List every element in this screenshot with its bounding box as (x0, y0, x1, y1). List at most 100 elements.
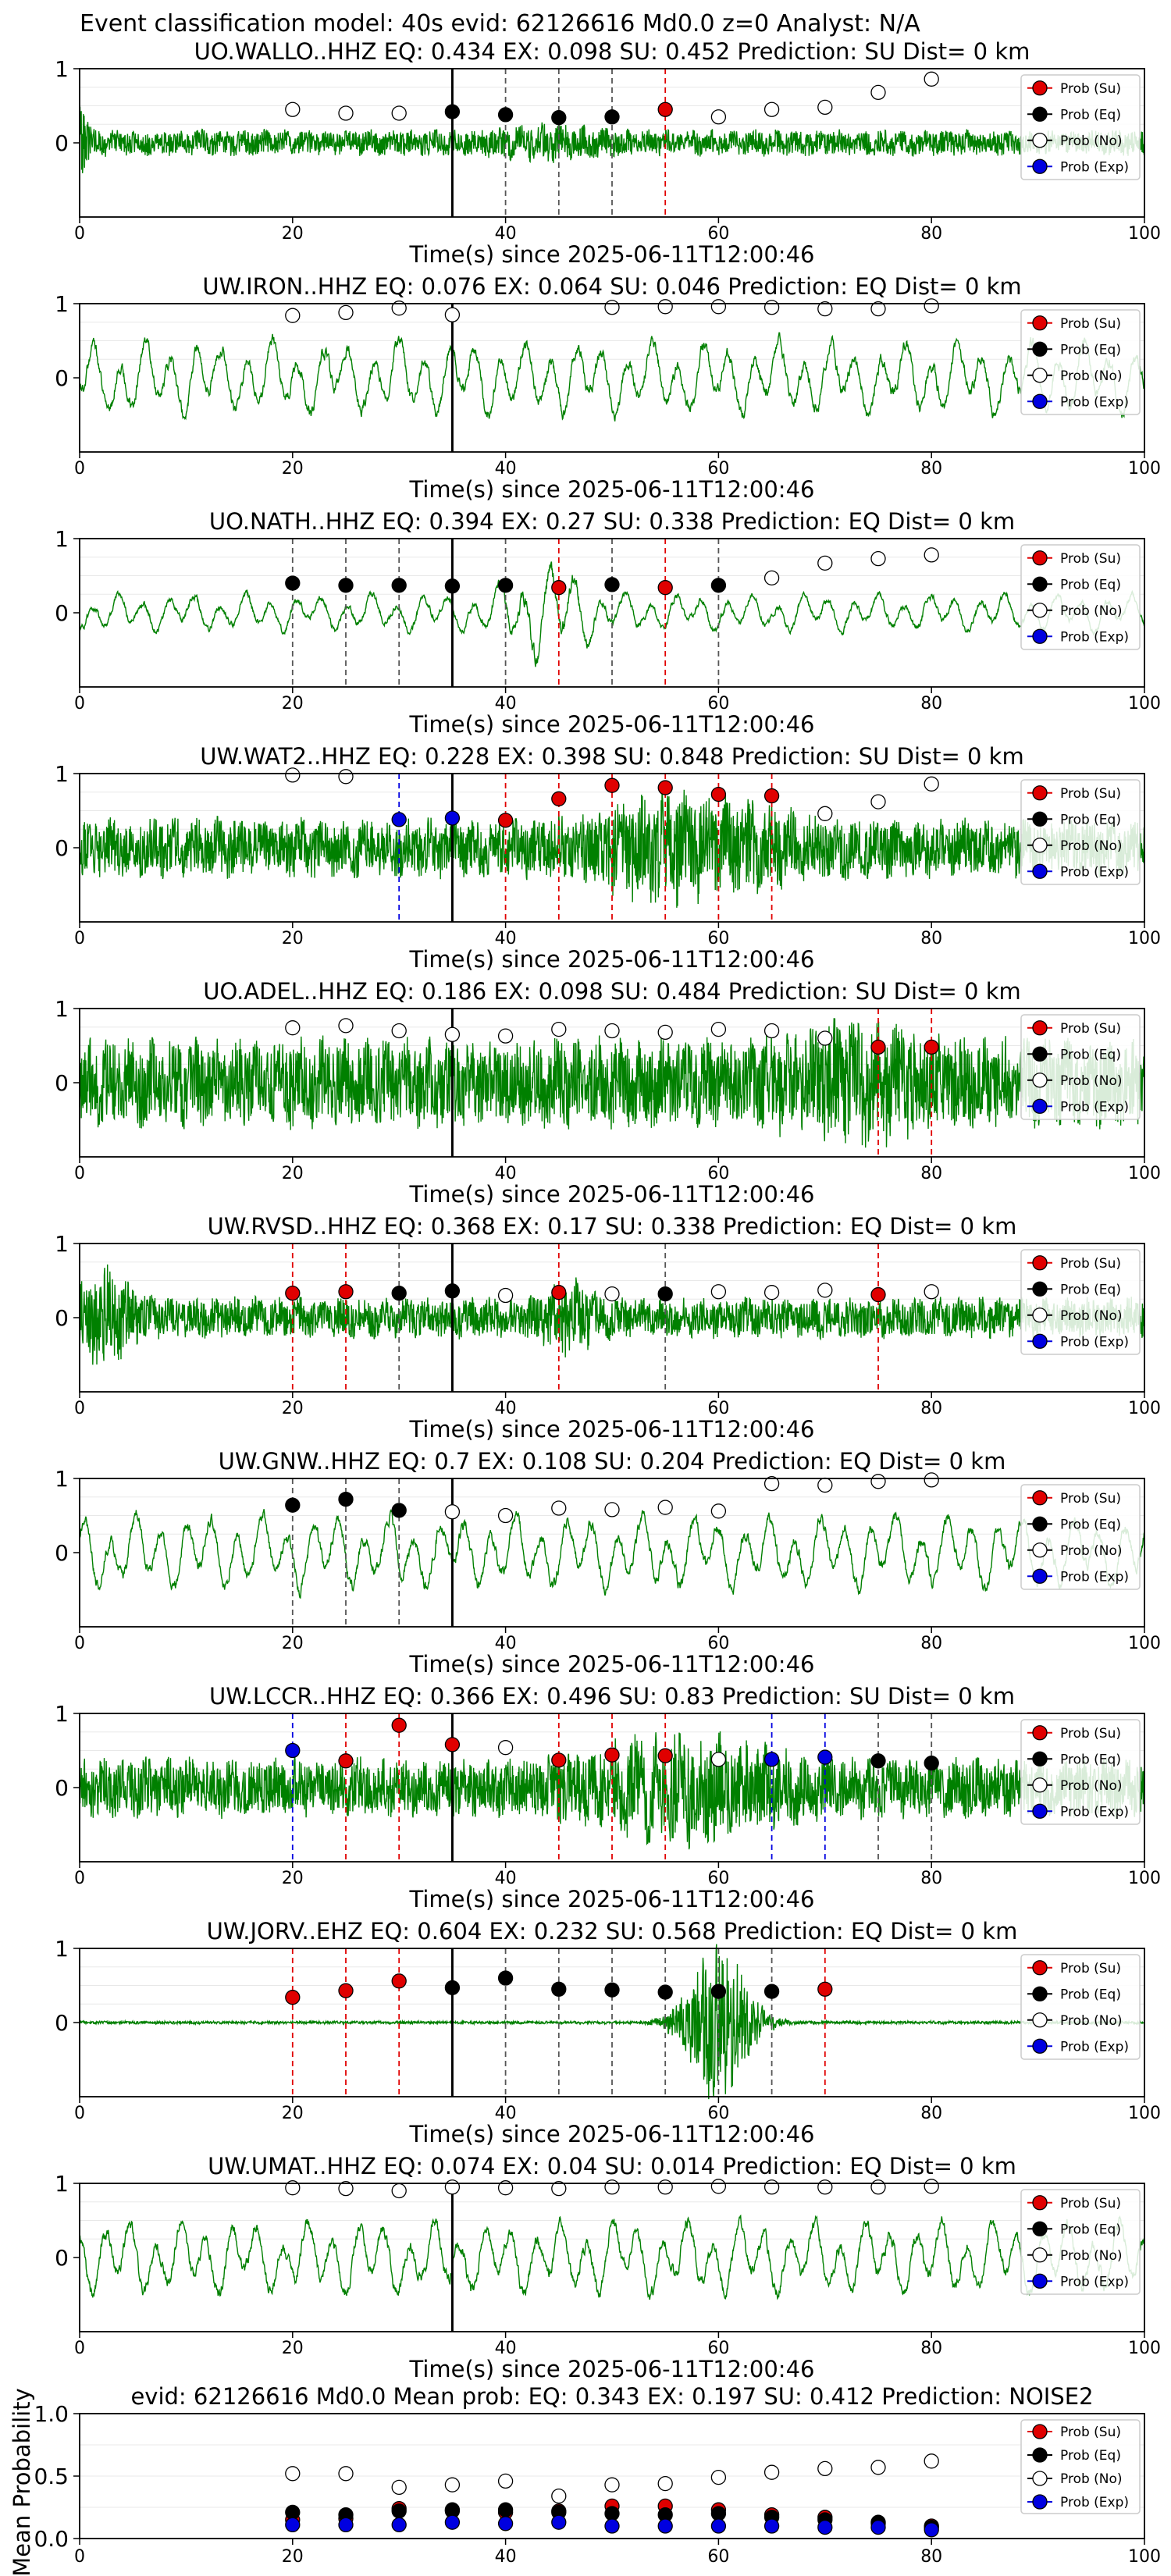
panel-title: UW.RVSD..HHZ EQ: 0.368 EX: 0.17 SU: 0.33… (208, 1213, 1017, 1240)
prob-marker-no (444, 307, 461, 322)
legend-marker (1032, 393, 1048, 409)
x-tick-label: 80 (920, 1164, 942, 1183)
legend-label: Prob (Eq) (1060, 1752, 1121, 1767)
axes-frame (79, 538, 1145, 688)
legend-marker (1032, 2247, 1048, 2263)
x-tick-label: 80 (920, 2339, 942, 2358)
legend-marker (1032, 315, 1048, 331)
y-tick-label: 0 (55, 1070, 69, 1096)
legend-marker (1032, 1725, 1048, 1741)
y-tick-label: 1 (55, 291, 69, 317)
prob-marker-eq (710, 1984, 727, 1999)
prob-marker-no (817, 301, 833, 317)
y-tick-label: 0.0 (34, 2526, 69, 2552)
legend-marker (1032, 80, 1048, 96)
prob-marker-eq (604, 577, 620, 592)
y-tick-label: 1 (55, 1466, 69, 1492)
y-tick-label: 1 (55, 1701, 69, 1727)
prob-marker-no (551, 1500, 567, 1516)
prob-marker-no (285, 2180, 301, 2196)
mean-prob-marker-no (391, 2479, 407, 2496)
prob-marker-su (817, 1981, 833, 1997)
x-tick-label: 60 (707, 1399, 729, 1418)
prob-marker-eq (444, 1980, 461, 1996)
x-tick-label: 60 (707, 1634, 729, 1653)
x-tick-label: 60 (707, 1164, 729, 1183)
y-tick-label: 1 (55, 1231, 69, 1257)
prob-marker-no (763, 1285, 780, 1300)
station-panel-8: UW.LCCR..HHZ EQ: 0.366 EX: 0.496 SU: 0.8… (55, 1683, 1161, 1912)
prob-marker-eq (763, 1984, 780, 1999)
legend-marker (1032, 1020, 1048, 1036)
legend-marker (1032, 1255, 1048, 1271)
mean-prob-marker-eq (391, 2503, 407, 2519)
prob-marker-no (497, 2180, 514, 2196)
prob-marker-no (604, 1286, 620, 1302)
prob-marker-no (391, 105, 407, 121)
prob-marker-no (763, 570, 780, 585)
mean-prob-marker-no (551, 2488, 567, 2504)
prob-marker-no (444, 2179, 461, 2195)
x-tick-label: 80 (920, 694, 942, 713)
x-tick-label: 40 (495, 2339, 517, 2358)
x-tick-label: 100 (1128, 459, 1161, 479)
legend-label: Prob (Su) (1060, 1021, 1121, 1037)
prob-marker-no (763, 300, 780, 315)
waveform-trace (79, 1944, 1145, 2100)
panel-title: evid: 62126616 Md0.0 Mean prob: EQ: 0.34… (130, 2383, 1093, 2410)
prob-marker-no (391, 2183, 407, 2199)
prob-marker-eq (338, 1491, 354, 1507)
mean-prob-marker-no (444, 2477, 461, 2492)
prob-marker-no (870, 1474, 886, 1489)
legend-label: Prob (Exp) (1060, 1804, 1129, 1820)
legend-label: Prob (Exp) (1060, 1569, 1129, 1585)
mean-prob-marker-no (710, 2469, 727, 2485)
y-tick-label: 0 (55, 365, 69, 391)
legend-label: Prob (Su) (1060, 551, 1121, 567)
prob-marker-no (497, 1740, 514, 1756)
x-tick-label: 100 (1128, 2339, 1161, 2358)
legend-label: Prob (Su) (1060, 316, 1121, 332)
x-tick-label: 20 (282, 1634, 304, 1653)
y-tick-label: 0 (55, 1540, 69, 1566)
y-tick-label: 1 (55, 526, 69, 552)
x-tick-label: 80 (920, 1399, 942, 1418)
prob-marker-no (710, 1284, 727, 1300)
legend-label: Prob (Eq) (1060, 1282, 1121, 1297)
legend-label: Prob (Su) (1060, 1726, 1121, 1742)
x-tick-label: 100 (1128, 2104, 1161, 2123)
prob-marker-no (391, 301, 407, 316)
x-tick-label: 20 (282, 2547, 304, 2567)
x-tick-label: 60 (707, 2339, 729, 2358)
legend-box (1020, 309, 1141, 415)
legend-label: Prob (Exp) (1060, 394, 1129, 410)
prob-marker-no (817, 1477, 833, 1493)
legend-box (1020, 1249, 1141, 1355)
legend-marker (1032, 785, 1048, 801)
prob-marker-eq (444, 104, 461, 119)
prob-marker-no (817, 1030, 833, 1046)
prob-marker-no (924, 71, 939, 87)
prob-marker-su (338, 1284, 354, 1300)
prob-marker-no (870, 2179, 886, 2195)
x-tick-label: 20 (282, 1869, 304, 1888)
x-axis-label: Time(s) since 2025-06-11T12:00:46 (409, 1886, 815, 1912)
legend-marker (1032, 1281, 1048, 1297)
x-tick-label: 40 (495, 1399, 517, 1418)
x-tick-label: 80 (920, 2104, 942, 2123)
y-tick-label: 0 (55, 1305, 69, 1331)
waveform-trace (79, 1509, 1145, 1599)
plot-area (80, 1478, 1144, 1627)
y-tick-label: 1 (55, 56, 69, 82)
prob-marker-eq (924, 1755, 939, 1771)
legend-label: Prob (No) (1060, 2471, 1123, 2487)
prob-marker-no (338, 2180, 354, 2197)
legend-label: Prob (Eq) (1060, 2448, 1121, 2464)
mean-prob-marker-no (657, 2475, 673, 2492)
mean-prob-marker-no (870, 2460, 886, 2475)
prob-marker-su (604, 777, 620, 793)
legend-marker (1032, 1308, 1048, 1323)
x-tick-label: 20 (282, 1164, 304, 1183)
station-panel-4: UW.WAT2..HHZ EQ: 0.228 EX: 0.398 SU: 0.8… (55, 743, 1161, 973)
prob-marker-eq (657, 1286, 673, 1302)
